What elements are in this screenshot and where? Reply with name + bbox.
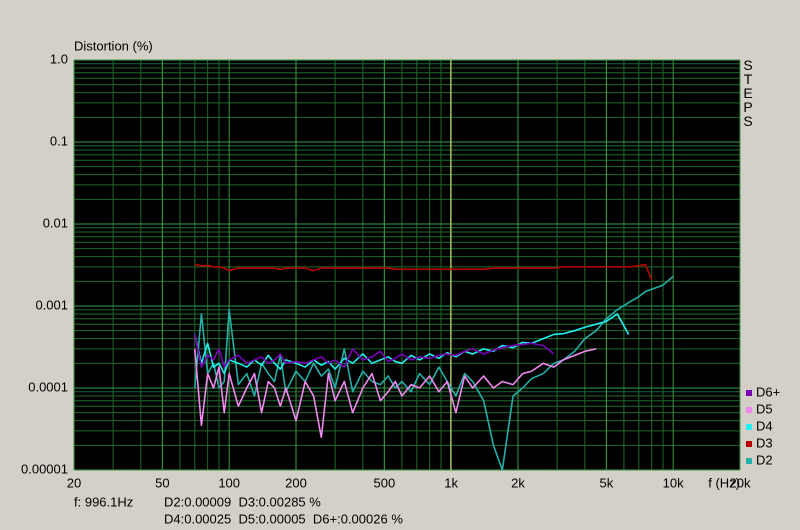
x-tick-label: 10k	[663, 475, 684, 490]
legend-swatch	[746, 390, 752, 396]
legend-swatch	[746, 441, 752, 447]
marks	[193, 60, 674, 471]
readout-line: D4:0.00025 D5:0.00005 D6+:0.00026 %	[164, 511, 403, 526]
x-tick-label: 5k	[599, 475, 613, 490]
y-tick-label: 0.00001	[21, 461, 68, 476]
plot-area	[74, 60, 740, 470]
steps-label: STEPS	[743, 57, 753, 129]
x-tick-label: 2k	[511, 475, 525, 490]
x-tick-label: 50	[155, 475, 169, 490]
legend-swatch	[746, 424, 752, 430]
y-axis-label: Distortion (%)	[74, 38, 153, 53]
legend-label: D4	[756, 418, 773, 433]
y-tick-label: 0.01	[43, 215, 68, 230]
x-tick-label: 500	[373, 475, 395, 490]
series-line	[194, 263, 653, 280]
y-tick-label: 0.0001	[28, 379, 68, 394]
legend-label: D6+	[756, 384, 780, 399]
x-tick-label: 100	[218, 475, 240, 490]
cursor-readout: f: 996.1Hz	[74, 494, 133, 509]
legend-label: D3	[756, 435, 773, 450]
legend-swatch	[746, 458, 752, 464]
legend-label: D5	[756, 401, 773, 416]
y-tick-label: 0.1	[50, 133, 68, 148]
y-tick-label: 0.001	[35, 297, 68, 312]
x-tick-label: 200	[285, 475, 307, 490]
x-tick-label: 1k	[444, 475, 458, 490]
readout-line: D2:0.00009 D3:0.00285 %	[164, 494, 321, 509]
series-line	[193, 348, 597, 439]
series-line	[193, 334, 555, 368]
x-axis-label: f (Hz)	[708, 475, 740, 490]
legend-label: D2	[756, 452, 773, 467]
y-tick-label: 1.0	[50, 51, 68, 66]
series-line	[194, 313, 630, 375]
grid	[73, 59, 741, 471]
x-tick-label: 20k	[730, 475, 751, 490]
x-tick-label: 20	[67, 475, 81, 490]
legend-swatch	[746, 407, 752, 413]
